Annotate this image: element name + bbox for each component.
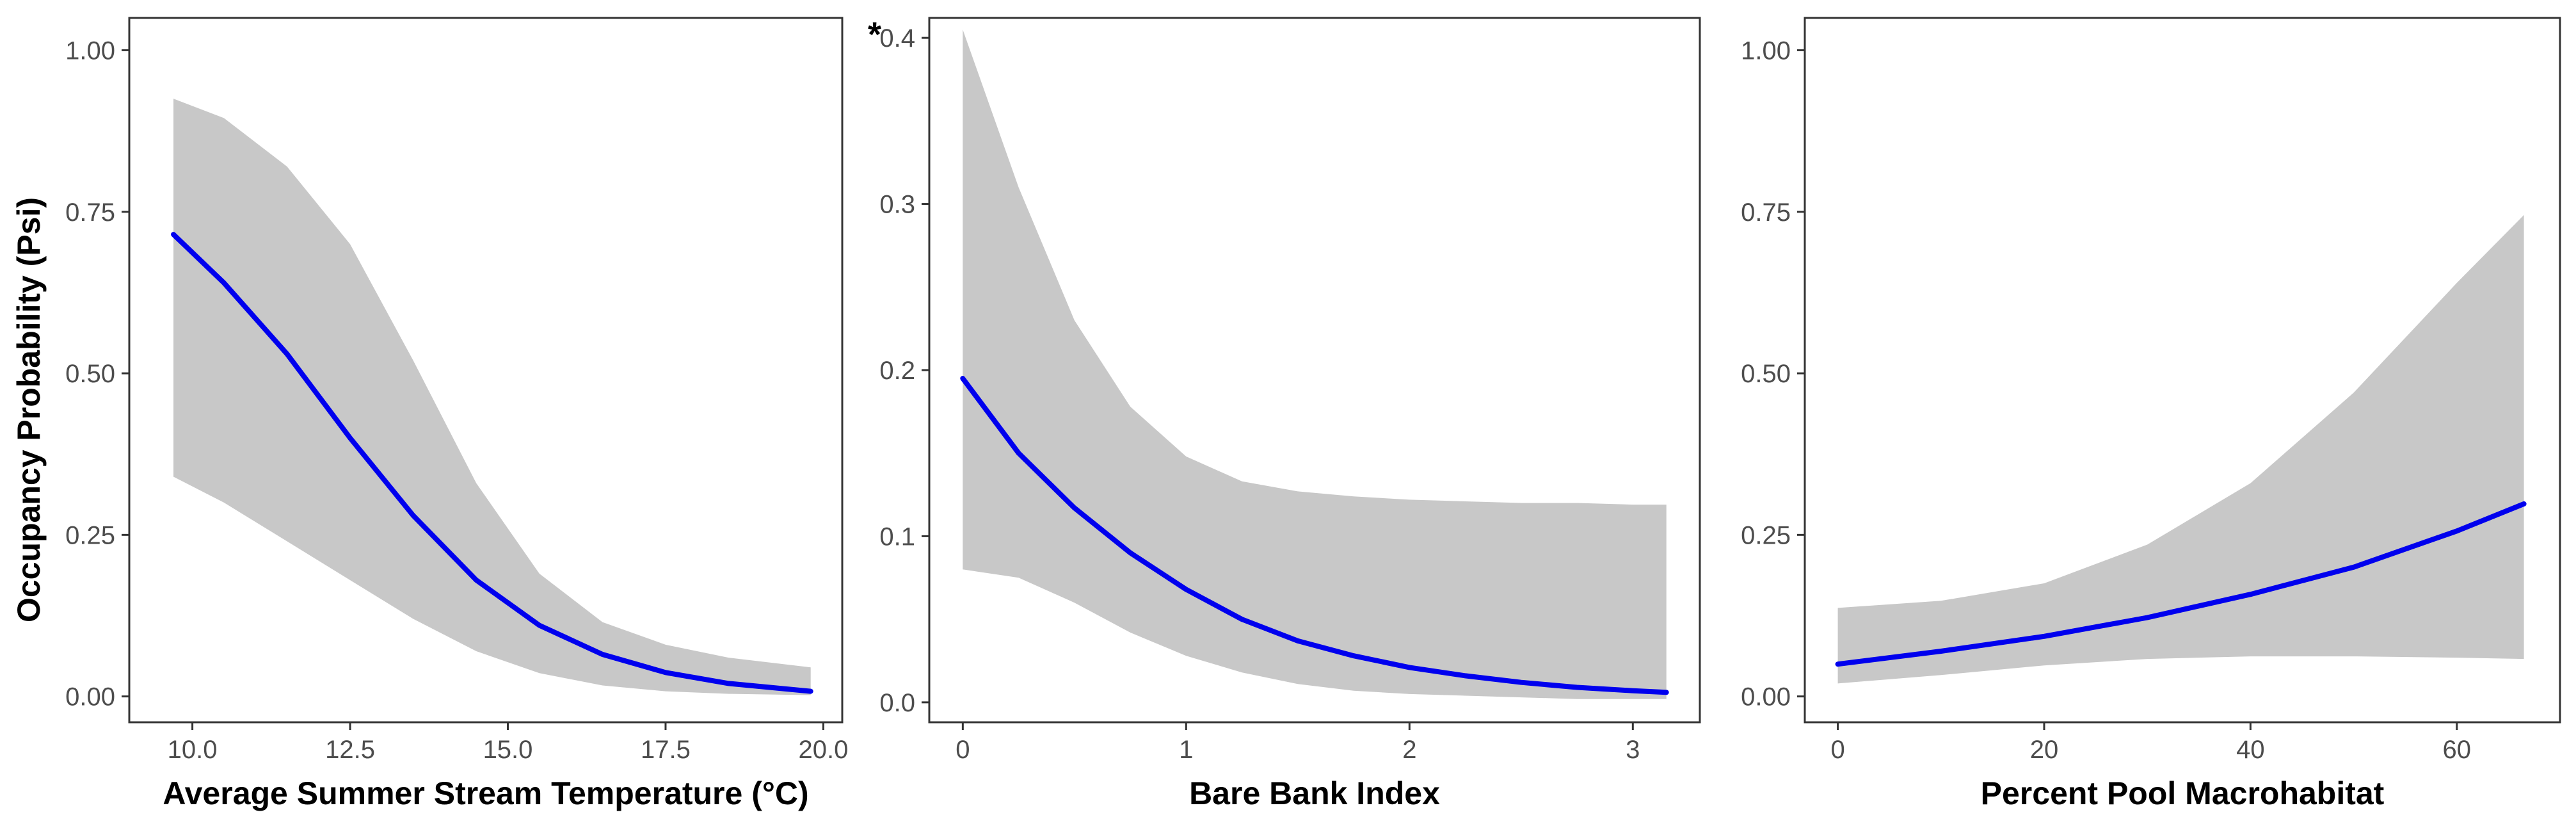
x-tick-label-1-3: 17.5 [641, 736, 691, 764]
x-axis-title-1: Average Summer Stream Temperature (°C) [163, 775, 808, 811]
y-tick-label-1-4: 1.00 [65, 36, 115, 65]
y-tick-label-1-0: 0.00 [65, 683, 115, 711]
x-tick-label-2-2: 2 [1402, 736, 1416, 764]
x-tick-label-2-3: 3 [1626, 736, 1640, 764]
x-axis-title-3: Percent Pool Macrohabitat [1981, 775, 2385, 811]
panel-3: 0.00 0.25 0.50 0.75 1.00 0 20 40 60 Percent Pool … [1741, 17, 2561, 811]
y-tick-label-3-1: 0.25 [1741, 521, 1791, 549]
x-tick-label-3-1: 20 [2030, 736, 2059, 764]
fitted-line-1-1 [171, 232, 813, 694]
significance-marker-2: * [868, 15, 881, 54]
x-tick-label-3-3: 60 [2443, 736, 2472, 764]
y-tick-label-2-3: 0.3 [879, 191, 915, 219]
confidence-band-2-1 [963, 29, 1667, 699]
y-tick-label-3-0: 0.00 [1741, 683, 1791, 711]
y-tick-label-1-3: 0.75 [65, 198, 115, 227]
y-tick-label-2-2: 0.2 [879, 357, 915, 385]
y-tick-label-1-1: 0.25 [65, 521, 115, 549]
x-tick-label-1-0: 10.0 [168, 736, 218, 764]
panel-border-1 [128, 17, 844, 724]
fitted-line-3-1 [1835, 501, 2527, 667]
x-tick-label-1-2: 15.0 [483, 736, 533, 764]
x-axis-title-2: Bare Bank Index [1189, 775, 1440, 811]
y-tick-label-3-4: 1.00 [1741, 36, 1791, 65]
x-tick-label-1-1: 12.5 [325, 736, 375, 764]
x-tick-label-2-0: 0 [956, 736, 970, 764]
x-tick-label-1-4: 20.0 [798, 736, 848, 764]
y-tick-label-1-2: 0.50 [65, 360, 115, 388]
y-tick-label-2-1: 0.1 [879, 522, 915, 551]
shared-y-axis-title: Occupancy Probability (Psi) [11, 197, 47, 622]
y-tick-label-3-3: 0.75 [1741, 198, 1791, 227]
panel-border-3 [1804, 17, 2561, 724]
y-tick-label-2-4: 0.4 [879, 24, 915, 53]
y-tick-label-3-2: 0.50 [1741, 360, 1791, 388]
panel-1: 0.00 0.25 0.50 0.75 1.00 10.0 12.5 15.0 17.5 20.0… [65, 17, 848, 811]
panel-2: 0.0 0.1 0.2 0.3 0.4 0 1 2 3 Bare Bank Index * [868, 15, 1701, 811]
x-tick-label-3-2: 40 [2236, 736, 2265, 764]
x-tick-label-2-1: 1 [1179, 736, 1193, 764]
confidence-band-1-1 [173, 99, 811, 695]
x-tick-label-3-0: 0 [1830, 736, 1844, 764]
fitted-line-2-1 [960, 376, 1669, 695]
y-tick-label-2-0: 0.0 [879, 689, 915, 717]
